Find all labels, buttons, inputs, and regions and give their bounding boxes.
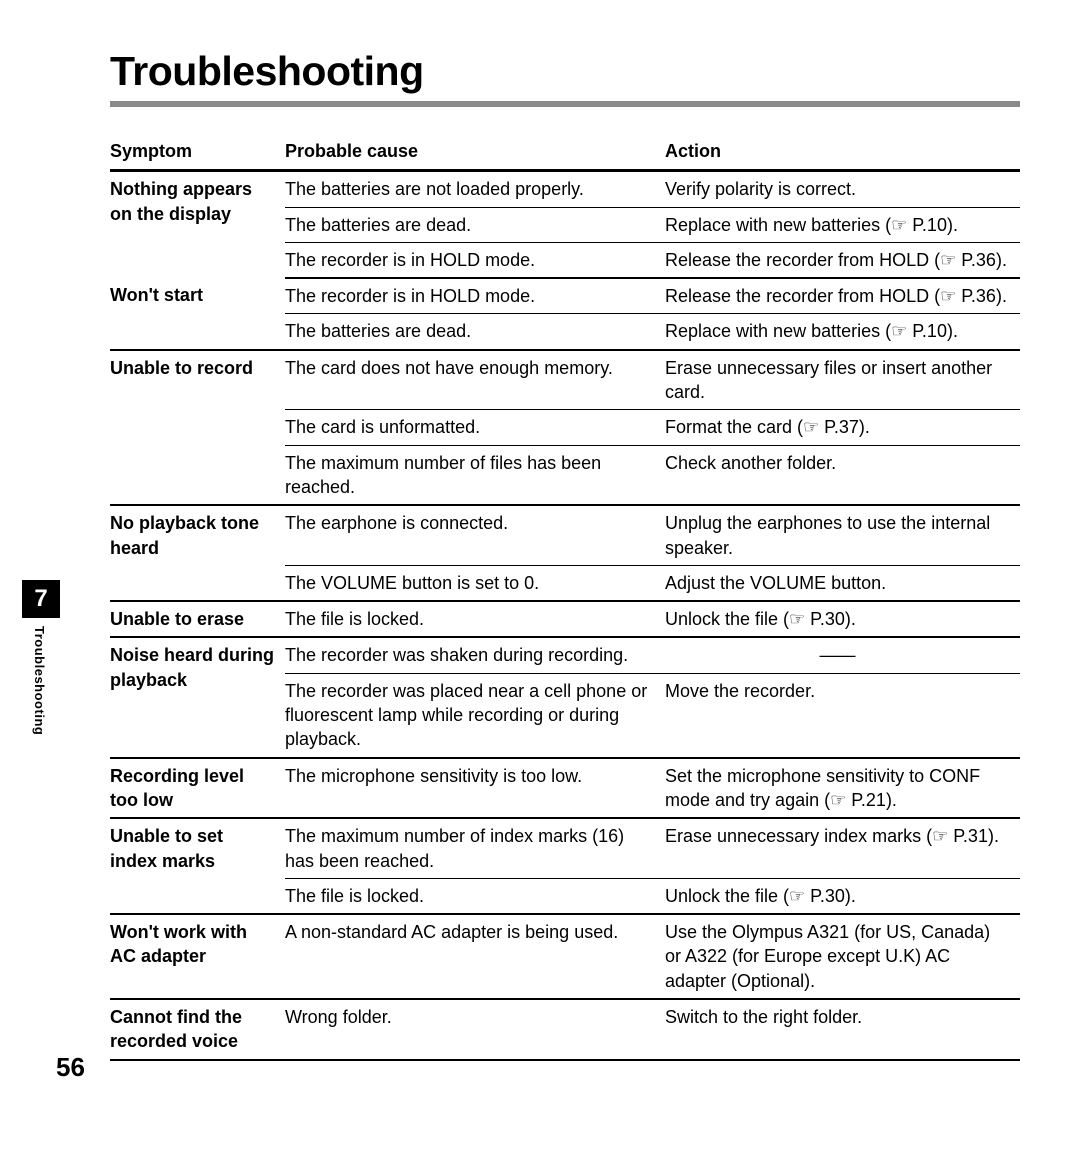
action-cell: Replace with new batteries (☞ P.10).: [665, 207, 1020, 242]
action-cell: Release the recorder from HOLD (☞ P.36).: [665, 278, 1020, 314]
symptom-cell: Unable to set index marks: [110, 818, 285, 914]
table-row: Unable to set index marks The maximum nu…: [110, 818, 1020, 878]
table-row: Nothing appears on the display The batte…: [110, 171, 1020, 207]
action-cell: Erase unnecessary index marks (☞ P.31).: [665, 818, 1020, 878]
action-cell: Move the recorder.: [665, 673, 1020, 757]
table-row: Unable to erase The file is locked. Unlo…: [110, 601, 1020, 637]
action-cell: Format the card (☞ P.37).: [665, 410, 1020, 445]
symptom-cell: No playback tone heard: [110, 505, 285, 601]
page-content: Troubleshooting Symptom Probable cause A…: [110, 48, 1020, 1061]
symptom-cell: Won't work with AC adapter: [110, 914, 285, 999]
cause-cell: The batteries are dead.: [285, 314, 665, 350]
symptom-cell: Noise heard during playback: [110, 637, 285, 757]
section-tab: 7 Troubleshooting: [22, 580, 60, 735]
table-row: Noise heard during playback The recorder…: [110, 637, 1020, 673]
action-cell: Replace with new batteries (☞ P.10).: [665, 314, 1020, 350]
section-number-box: 7: [22, 580, 60, 618]
title-rule: [110, 101, 1020, 107]
action-cell: Unlock the file (☞ P.30).: [665, 601, 1020, 637]
table-row: No playback tone heard The earphone is c…: [110, 505, 1020, 565]
cause-cell: The maximum number of index marks (16) h…: [285, 818, 665, 878]
cause-cell: The card does not have enough memory.: [285, 350, 665, 410]
action-cell: Check another folder.: [665, 445, 1020, 505]
cause-cell: The recorder is in HOLD mode.: [285, 278, 665, 314]
page-number: 56: [56, 1052, 85, 1083]
action-cell: Use the Olympus A321 (for US, Canada) or…: [665, 914, 1020, 999]
cause-cell: The file is locked.: [285, 878, 665, 914]
page-title: Troubleshooting: [110, 48, 1020, 95]
table-row: Won't work with AC adapter A non-standar…: [110, 914, 1020, 999]
cause-cell: The recorder was shaken during recording…: [285, 637, 665, 673]
cause-cell: The microphone sensitivity is too low.: [285, 758, 665, 819]
action-cell: Unlock the file (☞ P.30).: [665, 878, 1020, 914]
symptom-cell: Nothing appears on the display: [110, 171, 285, 278]
cause-cell: A non-standard AC adapter is being used.: [285, 914, 665, 999]
col-header-cause: Probable cause: [285, 135, 665, 171]
col-header-action: Action: [665, 135, 1020, 171]
col-header-symptom: Symptom: [110, 135, 285, 171]
symptom-cell: Won't start: [110, 278, 285, 350]
action-cell: Set the microphone sensitivity to CONF m…: [665, 758, 1020, 819]
action-cell: Verify polarity is correct.: [665, 171, 1020, 207]
symptom-cell: Unable to erase: [110, 601, 285, 637]
symptom-cell: Unable to record: [110, 350, 285, 505]
cause-cell: The card is unformatted.: [285, 410, 665, 445]
cause-cell: The maximum number of files has been rea…: [285, 445, 665, 505]
table-row: Won't start The recorder is in HOLD mode…: [110, 278, 1020, 314]
cause-cell: The recorder was placed near a cell phon…: [285, 673, 665, 757]
action-cell: Adjust the VOLUME button.: [665, 565, 1020, 601]
symptom-cell: Cannot find the recorded voice: [110, 999, 285, 1060]
table-row: Unable to record The card does not have …: [110, 350, 1020, 410]
table-header-row: Symptom Probable cause Action: [110, 135, 1020, 171]
symptom-cell: Recording level too low: [110, 758, 285, 819]
action-cell: Unplug the earphones to use the internal…: [665, 505, 1020, 565]
table-row: Cannot find the recorded voice Wrong fol…: [110, 999, 1020, 1060]
cause-cell: The file is locked.: [285, 601, 665, 637]
table-row: Recording level too low The microphone s…: [110, 758, 1020, 819]
cause-cell: The earphone is connected.: [285, 505, 665, 565]
cause-cell: The batteries are dead.: [285, 207, 665, 242]
action-cell: ——: [665, 637, 1020, 673]
cause-cell: The VOLUME button is set to 0.: [285, 565, 665, 601]
action-cell: Erase unnecessary files or insert anothe…: [665, 350, 1020, 410]
troubleshooting-table: Symptom Probable cause Action Nothing ap…: [110, 135, 1020, 1061]
section-label: Troubleshooting: [32, 626, 47, 735]
action-cell: Switch to the right folder.: [665, 999, 1020, 1060]
cause-cell: The recorder is in HOLD mode.: [285, 242, 665, 278]
action-cell: Release the recorder from HOLD (☞ P.36).: [665, 242, 1020, 278]
cause-cell: The batteries are not loaded properly.: [285, 171, 665, 207]
cause-cell: Wrong folder.: [285, 999, 665, 1060]
